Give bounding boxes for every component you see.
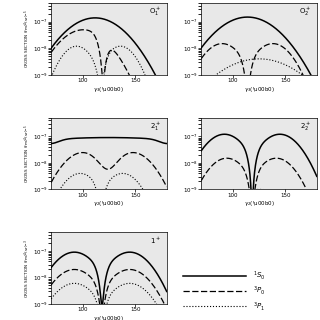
Y-axis label: CROSS SECTION (fm)$^4$(sr)$^{-5}$: CROSS SECTION (fm)$^4$(sr)$^{-5}$ xyxy=(23,124,32,183)
X-axis label: $\gamma_3$(\u00b0): $\gamma_3$(\u00b0) xyxy=(244,85,275,94)
X-axis label: $\gamma_3$(\u00b0): $\gamma_3$(\u00b0) xyxy=(93,314,124,320)
Y-axis label: CROSS SECTION (fm)$^4$(sr)$^{-3}$: CROSS SECTION (fm)$^4$(sr)$^{-3}$ xyxy=(23,239,32,298)
Text: 2$_1^+$: 2$_1^+$ xyxy=(150,121,161,133)
Text: 1$^+$: 1$^+$ xyxy=(150,235,161,245)
Y-axis label: CROSS SECTION (fm)$^4$(sr)$^{-5}$: CROSS SECTION (fm)$^4$(sr)$^{-5}$ xyxy=(23,10,32,68)
Text: $^3P_1$: $^3P_1$ xyxy=(253,300,266,313)
Text: O$_1^+$: O$_1^+$ xyxy=(149,6,161,18)
Text: O$_2^+$: O$_2^+$ xyxy=(299,6,311,18)
X-axis label: $\gamma_3$(\u00b0): $\gamma_3$(\u00b0) xyxy=(93,85,124,94)
X-axis label: $\gamma_2$(\u00b0): $\gamma_2$(\u00b0) xyxy=(93,199,124,208)
X-axis label: $\gamma_2$(\u00b0): $\gamma_2$(\u00b0) xyxy=(244,199,275,208)
Text: 2$_2^+$: 2$_2^+$ xyxy=(300,121,311,133)
Text: $^3P_0$: $^3P_0$ xyxy=(253,285,266,297)
Text: $^1S_0$: $^1S_0$ xyxy=(253,269,266,282)
